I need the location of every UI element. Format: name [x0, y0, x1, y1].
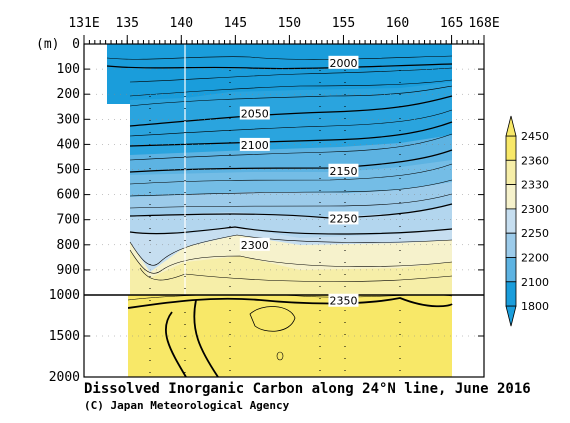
colorbar-label: 2300 — [521, 203, 549, 216]
x-tick-label: 145 — [224, 16, 247, 31]
colorbar-label: 1800 — [521, 300, 549, 313]
contour-lines-deep — [127, 295, 453, 377]
contour-value-label: 2150 — [329, 165, 357, 178]
x-tick-label: 150 — [278, 16, 301, 31]
colorbar-top-arrow — [505, 115, 517, 137]
colorbar-bottom-arrow — [505, 305, 517, 327]
colorbar-segment — [505, 184, 517, 210]
contour-label-bg — [239, 137, 270, 151]
x-tick-label: 135 — [116, 16, 139, 31]
contour-label-bg — [239, 237, 270, 251]
y-tick-label: 1000 — [49, 288, 80, 303]
colorbar-segment — [505, 257, 517, 283]
contour-value-label: 2300 — [241, 239, 269, 252]
colorbar-segment — [505, 208, 517, 234]
contour-label-bg — [328, 211, 359, 225]
x-tick-label: 140 — [170, 16, 193, 31]
contour-label-bg — [328, 293, 359, 307]
colorbar-segment — [505, 135, 517, 161]
y-tick-label: 0 — [72, 37, 80, 52]
y-tick-label: 700 — [57, 213, 80, 228]
y-tick-label: 600 — [57, 188, 80, 203]
y-tick-label: 2000 — [49, 370, 80, 385]
colorbar-label: 2100 — [521, 276, 549, 289]
x-tick-label: 165 — [440, 16, 463, 31]
chart-title: Dissolved Inorganic Carbon along 24°N li… — [84, 381, 531, 397]
colorbar-label: 2360 — [521, 154, 549, 167]
y-tick-label: 200 — [57, 87, 80, 102]
colorbar-label: 2450 — [521, 130, 549, 143]
y-tick-label: 300 — [57, 112, 80, 127]
contour-label-bg — [239, 106, 270, 120]
colorbar-label: 2200 — [521, 252, 549, 265]
y-tick-label: 100 — [57, 62, 80, 77]
colorbar-label: 2330 — [521, 179, 549, 192]
y-axis-unit-label: (m) — [36, 37, 59, 52]
contour-value-label: 2100 — [241, 139, 269, 152]
y-tick-label: 500 — [57, 163, 80, 178]
x-tick-label: 155 — [332, 16, 355, 31]
colorbar: 2450 2360 2330 2300 2250 2200 2100 1800 — [505, 115, 549, 327]
colorbar-segment — [505, 159, 517, 186]
contour-value-label: 2050 — [241, 108, 269, 121]
y-tick-label: 400 — [57, 137, 80, 152]
contour-value-label: 2350 — [329, 295, 357, 308]
colorbar-segment — [505, 232, 517, 258]
y-tick-label: 800 — [57, 238, 80, 253]
credit-text: (C) Japan Meteorological Agency — [84, 399, 290, 412]
contour-label-bg — [328, 55, 359, 69]
x-tick-label: 131E — [68, 16, 99, 31]
y-tick-label: 900 — [57, 263, 80, 278]
y-tick-label: 1500 — [49, 329, 80, 344]
contour-value-label: 2250 — [329, 212, 357, 225]
x-tick-label: 160 — [386, 16, 409, 31]
colorbar-label: 2250 — [521, 227, 549, 240]
x-tick-label: 168E — [468, 16, 499, 31]
contour-label-bg — [328, 163, 359, 177]
contour-value-label: 2000 — [329, 57, 357, 70]
colorbar-segment — [505, 281, 517, 307]
